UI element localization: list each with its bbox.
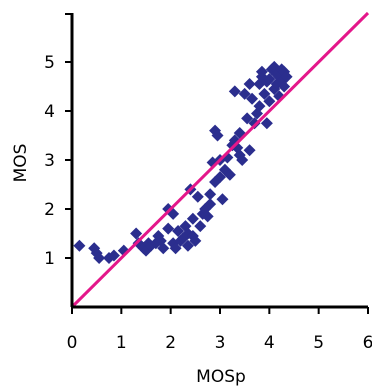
data-point	[186, 212, 199, 225]
data-point	[181, 239, 194, 252]
x-tick-label: 4	[264, 333, 275, 353]
y-axis-title: MOS	[11, 144, 31, 183]
y-tick-label: 5	[44, 53, 55, 73]
data-point	[228, 85, 241, 98]
data-point	[107, 249, 120, 262]
data-point	[189, 234, 202, 247]
y-tick-label: 2	[44, 200, 55, 220]
data-point	[157, 242, 170, 255]
data-point	[263, 95, 276, 108]
data-point	[236, 154, 249, 166]
data-point	[191, 190, 204, 203]
data-point	[255, 65, 268, 78]
data-point	[169, 242, 182, 255]
data-point	[201, 210, 214, 223]
data-point	[130, 227, 143, 240]
x-axis-title: MOSp	[196, 367, 246, 387]
x-tick-label: 3	[215, 333, 226, 353]
y-tick-label: 3	[44, 151, 55, 171]
data-point	[238, 87, 251, 100]
data-point	[194, 220, 207, 233]
y-tick-label: 1	[44, 249, 55, 269]
data-point	[243, 78, 256, 91]
data-point	[214, 171, 226, 184]
data-point	[246, 92, 259, 105]
data-point	[263, 73, 276, 86]
x-tick-label: 5	[313, 333, 324, 353]
data-point	[216, 193, 229, 206]
axis-ticks: 0 1 2 3 4 5 6 1 2 3 4 5	[44, 13, 372, 353]
x-tick-label: 1	[116, 333, 127, 353]
data-point	[258, 87, 271, 100]
data-point	[248, 117, 261, 130]
data-point	[223, 168, 236, 181]
data-point	[73, 239, 86, 252]
data-point	[260, 117, 273, 130]
data-points	[73, 60, 293, 264]
data-point	[204, 198, 217, 211]
data-point	[172, 225, 185, 238]
data-point	[253, 100, 266, 113]
data-point	[162, 222, 175, 235]
data-point	[280, 70, 293, 83]
data-point	[93, 252, 106, 264]
x-tick-label: 6	[363, 333, 372, 353]
y-tick-label: 4	[44, 102, 55, 122]
identity-reference-line	[70, 11, 370, 309]
x-tick-label: 2	[165, 333, 176, 353]
data-point	[204, 188, 217, 201]
data-point	[278, 80, 291, 93]
data-point	[211, 129, 224, 142]
data-point	[243, 144, 256, 157]
x-tick-label: 0	[67, 333, 78, 353]
data-point	[241, 112, 254, 125]
